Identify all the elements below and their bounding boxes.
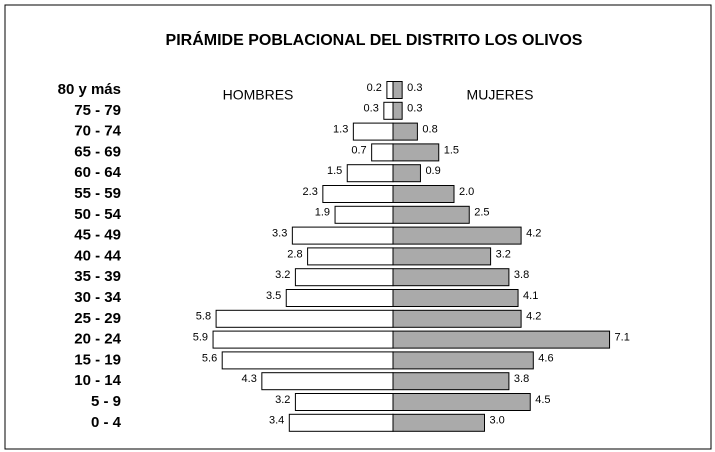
category-label: 75 - 79	[74, 102, 121, 119]
bar	[392, 330, 611, 349]
bar	[221, 351, 394, 370]
bar	[392, 372, 510, 391]
value-label: 0.2	[367, 82, 382, 94]
frame	[4, 4, 712, 450]
value-label: 3.8	[514, 373, 529, 385]
bar	[392, 268, 510, 287]
value-label: 0.3	[407, 82, 422, 94]
value-label: 7.1	[615, 332, 630, 344]
value-label: 4.2	[526, 228, 541, 240]
category-label: 40 - 44	[74, 247, 121, 264]
category-label: 65 - 69	[74, 143, 121, 160]
category-label: 15 - 19	[74, 351, 121, 368]
value-label: 3.2	[275, 269, 290, 281]
value-label: 3.5	[266, 290, 281, 302]
bar	[392, 309, 522, 328]
value-label: 3.2	[496, 248, 511, 260]
category-label: 45 - 49	[74, 227, 121, 244]
value-label: 5.9	[193, 332, 208, 344]
value-label: 2.8	[287, 248, 302, 260]
bar	[392, 143, 440, 162]
category-label: 50 - 54	[74, 206, 121, 223]
value-label: 0.9	[425, 165, 440, 177]
value-label: 0.7	[351, 144, 366, 156]
bar	[294, 268, 394, 287]
bar	[392, 205, 470, 224]
bar	[386, 81, 394, 99]
value-label: 3.2	[275, 394, 290, 406]
value-label: 1.9	[315, 207, 330, 219]
bar	[392, 226, 522, 245]
value-label: 1.3	[333, 124, 348, 136]
value-label: 1.5	[444, 144, 459, 156]
value-label: 3.0	[490, 415, 505, 427]
bar	[392, 351, 534, 370]
value-label: 0.8	[422, 124, 437, 136]
bar	[322, 185, 394, 203]
category-label: 80 y más	[58, 81, 121, 98]
bar	[285, 289, 394, 307]
category-label: 70 - 74	[74, 123, 121, 140]
bar	[392, 393, 531, 411]
value-label: 4.1	[523, 290, 538, 302]
bar	[392, 122, 418, 141]
bar	[261, 372, 394, 391]
value-label: 0.3	[407, 103, 422, 115]
bar	[212, 330, 394, 349]
category-label: 30 - 34	[74, 289, 121, 306]
bar	[307, 247, 394, 266]
value-label: 4.5	[535, 394, 550, 406]
bar	[334, 205, 394, 224]
value-label: 4.2	[526, 311, 541, 323]
bar	[215, 309, 394, 328]
chart-title: PIRÁMIDE POBLACIONAL DEL DISTRITO LOS OL…	[166, 30, 583, 49]
bar	[291, 226, 394, 245]
bar	[392, 185, 455, 203]
value-label: 3.3	[272, 228, 287, 240]
series-label: HOMBRES	[223, 87, 294, 103]
bar	[392, 101, 403, 120]
value-label: 5.8	[196, 311, 211, 323]
bar	[392, 413, 485, 432]
bar	[288, 413, 394, 432]
category-label: 5 - 9	[91, 393, 121, 410]
category-label: 25 - 29	[74, 310, 121, 327]
bar	[383, 101, 394, 120]
bar	[392, 81, 403, 99]
value-label: 1.5	[327, 165, 342, 177]
value-label: 4.3	[242, 373, 257, 385]
bar	[392, 289, 519, 307]
value-label: 4.6	[538, 352, 553, 364]
value-label: 2.5	[474, 207, 489, 219]
category-label: 20 - 24	[74, 331, 121, 348]
bar	[392, 247, 492, 266]
category-label: 55 - 59	[74, 185, 121, 202]
bar	[346, 164, 394, 183]
value-label: 5.6	[202, 352, 217, 364]
bar	[371, 143, 394, 162]
category-label: 0 - 4	[91, 414, 122, 431]
category-label: 35 - 39	[74, 268, 121, 285]
value-label: 0.3	[364, 103, 379, 115]
value-label: 3.4	[269, 415, 284, 427]
bar	[294, 393, 394, 411]
bar	[392, 164, 421, 183]
bar	[352, 122, 394, 141]
category-label: 60 - 64	[74, 164, 121, 181]
value-label: 2.0	[459, 186, 474, 198]
series-label: MUJERES	[467, 87, 534, 103]
value-label: 3.8	[514, 269, 529, 281]
value-label: 2.3	[303, 186, 318, 198]
category-label: 10 - 14	[74, 372, 121, 389]
